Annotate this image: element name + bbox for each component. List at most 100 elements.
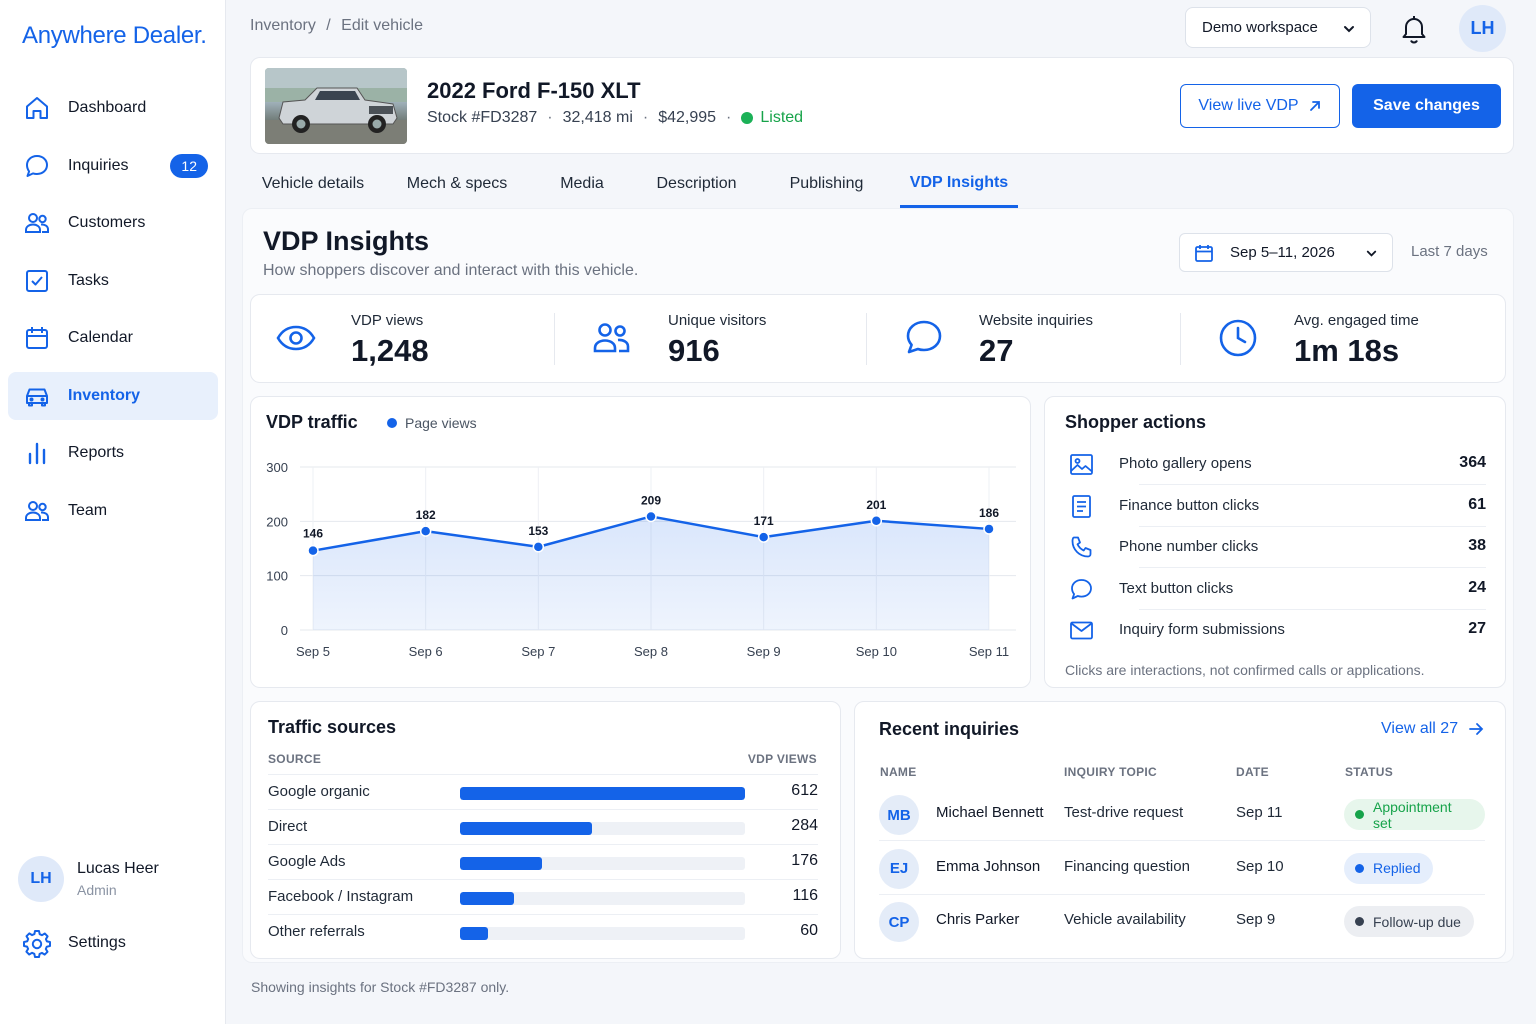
data-label: 182 <box>416 508 436 522</box>
chart-legend: Page views <box>387 415 477 431</box>
tab-mech-specs[interactable]: Mech & specs <box>406 175 508 192</box>
table-row: Facebook / Instagram 116 <box>268 879 818 914</box>
row-divider <box>268 809 818 810</box>
source-bar-track <box>460 787 745 800</box>
column-header-date: DATE <box>1236 765 1269 779</box>
chat-bubble-icon <box>906 320 942 354</box>
vehicle-stock: Stock #FD3287 <box>427 109 538 126</box>
checkbox-icon <box>23 267 51 295</box>
tab-vehicle-details[interactable]: Vehicle details <box>261 175 365 192</box>
row-divider <box>1139 484 1486 485</box>
sidebar-item-team[interactable]: Team <box>8 487 218 535</box>
action-label: Photo gallery opens <box>1119 455 1252 472</box>
sidebar-item-dashboard[interactable]: Dashboard <box>8 84 218 132</box>
vehicle-tabs: Vehicle details Mech & specs Media Descr… <box>250 160 1514 210</box>
column-header-vdp-views: VDP VIEWS <box>747 752 817 766</box>
chat-bubble-icon <box>23 152 51 180</box>
action-value: 27 <box>1468 620 1486 637</box>
sidebar-item-reports[interactable]: Reports <box>8 429 218 477</box>
column-header-name: NAME <box>880 765 917 779</box>
legend-label: Page views <box>405 415 477 431</box>
vdp-traffic-card: VDP traffic Page views 0 100 200 300 Sep 5 Se… <box>250 396 1031 688</box>
users-icon <box>23 209 51 237</box>
x-tick-label: Sep 10 <box>856 644 897 659</box>
tab-description[interactable]: Description <box>656 175 737 192</box>
settings-label: Settings <box>68 934 126 951</box>
phone-icon <box>1071 536 1092 558</box>
table-row: Other referrals 60 <box>268 914 818 949</box>
source-views: 284 <box>791 817 818 834</box>
action-row-phone: Phone number clicks 38 <box>1065 527 1486 568</box>
kpi-divider <box>866 313 867 365</box>
footer-note: Showing insights for Stock #FD3287 only. <box>251 979 510 995</box>
action-value: 61 <box>1468 495 1486 513</box>
kpi-strip: VDP views 1,248 Unique visitors 916 Webs… <box>250 294 1506 383</box>
sidebar-item-label: Tasks <box>68 271 109 289</box>
view-live-vdp-button[interactable]: View live VDP <box>1180 84 1340 128</box>
breadcrumb-inventory[interactable]: Inventory <box>250 17 316 34</box>
y-tick-label: 200 <box>266 514 288 529</box>
view-all-inquiries-link[interactable]: View all 27 <box>1381 720 1484 738</box>
vehicle-header-card: 2022 Ford F-150 XLT Stock #FD3287 · 32,4… <box>250 57 1514 154</box>
meta-separator: · <box>726 109 732 126</box>
table-row[interactable]: EJ Emma Johnson Financing question Sep 10 Re… <box>879 842 1485 895</box>
breadcrumb-separator: / <box>326 17 331 34</box>
action-label: Inquiry form submissions <box>1119 621 1285 638</box>
sidebar-item-label: Dashboard <box>68 99 147 116</box>
tab-publishing[interactable]: Publishing <box>789 175 864 192</box>
row-divider <box>268 844 818 845</box>
vehicle-price: $42,995 <box>658 109 717 126</box>
y-tick-label: 0 <box>281 623 288 638</box>
inquiry-name: Michael Bennett <box>936 804 1044 821</box>
save-changes-button[interactable]: Save changes <box>1352 84 1501 128</box>
settings-link[interactable]: Settings <box>22 928 126 958</box>
sidebar-item-customers[interactable]: Customers <box>8 199 218 247</box>
sidebar-item-inquiries[interactable]: Inquiries 12 <box>8 142 218 190</box>
source-bar-fill <box>460 857 542 870</box>
x-tick-label: Sep 11 <box>969 644 1009 659</box>
header-avatar[interactable]: LH <box>1459 5 1506 52</box>
source-bar-fill <box>460 822 593 835</box>
table-row: Google Ads 176 <box>268 844 818 879</box>
tab-media[interactable]: Media <box>560 175 604 192</box>
sidebar-item-inventory[interactable]: Inventory <box>8 371 218 420</box>
arrow-right-icon <box>1469 723 1484 735</box>
gear-icon <box>23 930 51 958</box>
source-views: 176 <box>791 852 818 869</box>
notification-bell-icon[interactable] <box>1397 12 1431 46</box>
user-profile[interactable]: LH Lucas Heer Admin <box>18 856 159 902</box>
vehicle-meta: Stock #FD3287 · 32,418 mi · $42,995 · Li… <box>427 109 803 127</box>
date-range-hint: Last 7 days <box>1411 243 1488 260</box>
x-tick-label: Sep 8 <box>634 644 668 659</box>
action-row-photo-gallery: Photo gallery opens 364 <box>1065 444 1486 485</box>
view-all-label: View all 27 <box>1381 720 1459 737</box>
y-tick-label: 100 <box>266 569 288 584</box>
users-icon <box>593 323 630 353</box>
home-icon <box>23 94 51 122</box>
table-row[interactable]: CP Chris Parker Vehicle availability Sep 9 F… <box>879 895 1485 948</box>
status-badge: Follow-up due <box>1344 906 1474 937</box>
source-bar-track <box>460 927 745 940</box>
action-row-finance: Finance button clicks 61 <box>1065 486 1486 527</box>
sidebar-item-tasks[interactable]: Tasks <box>8 257 218 305</box>
date-range-select[interactable]: Sep 5–11, 2026 <box>1179 233 1393 272</box>
sidebar-item-calendar[interactable]: Calendar <box>8 314 218 362</box>
vdp-traffic-chart[interactable]: 0 100 200 300 Sep 5 Sep 6 Sep 7 Sep 8 Sep 9 Sep 1… <box>251 397 1032 689</box>
shopper-actions-note: Clicks are interactions, not confirmed c… <box>1065 662 1425 678</box>
kpi-divider <box>1180 313 1181 365</box>
avatar: CP <box>879 902 919 942</box>
source-name: Google Ads <box>268 853 346 870</box>
workspace-select[interactable]: Demo workspace <box>1185 7 1371 48</box>
source-views: 116 <box>792 887 818 904</box>
brand-logo[interactable]: Anywhere Dealer. <box>22 22 207 49</box>
action-label: Phone number clicks <box>1119 538 1259 555</box>
shopper-actions-card: Shopper actions Photo gallery opens 364 … <box>1044 396 1506 688</box>
data-label: 209 <box>641 493 661 507</box>
table-row[interactable]: MB Michael Bennett Test-drive request Sep 1… <box>879 788 1485 841</box>
tab-vdp-insights[interactable]: VDP Insights <box>900 160 1018 208</box>
vehicle-photo[interactable] <box>265 68 407 144</box>
row-divider <box>268 914 818 915</box>
data-point <box>307 544 319 557</box>
workspace-select-value: Demo workspace <box>1202 19 1318 36</box>
avatar: EJ <box>879 848 919 889</box>
